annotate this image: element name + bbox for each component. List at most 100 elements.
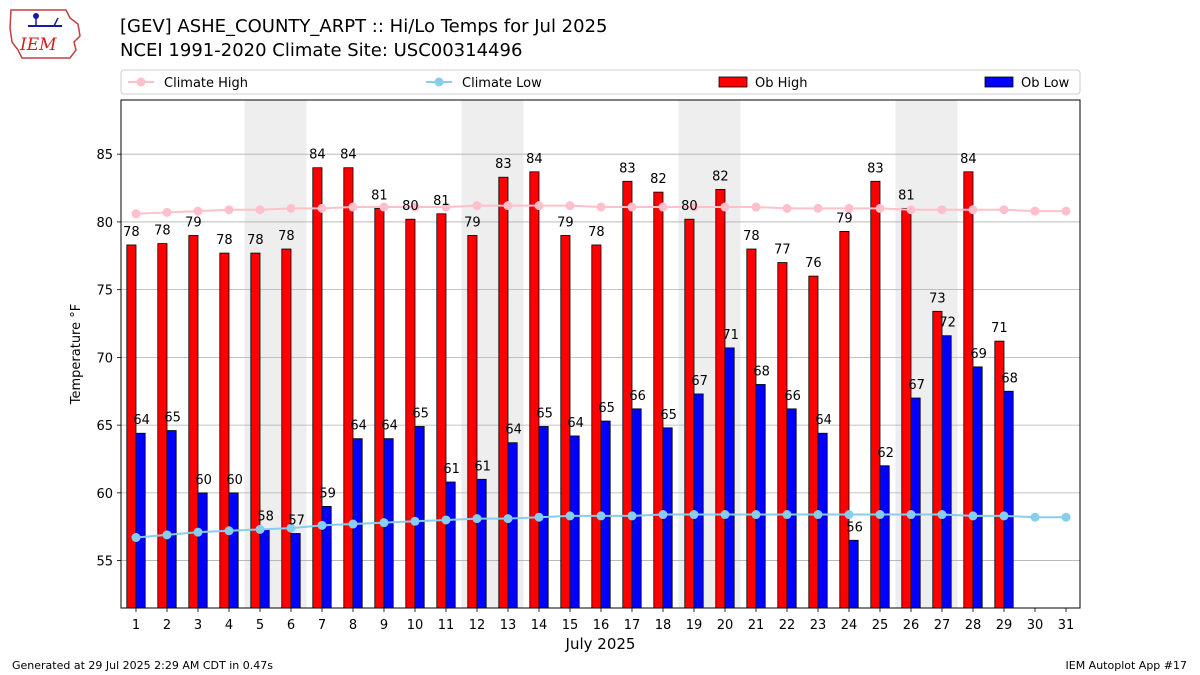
x-tick-label: 7 xyxy=(318,618,326,633)
app-credit: IEM Autoplot App #17 xyxy=(1065,659,1188,672)
ob-high-label: 81 xyxy=(371,188,388,203)
x-tick-label: 15 xyxy=(562,618,579,633)
ob-high-bar xyxy=(901,207,912,609)
climate-low-point xyxy=(255,524,265,534)
ob-low-bar xyxy=(507,442,518,609)
x-tick-label: 9 xyxy=(380,618,388,633)
y-tick-label: 70 xyxy=(96,351,113,366)
ob-low-bar xyxy=(786,408,797,609)
legend-label: Climate Low xyxy=(462,76,542,91)
ob-low-label: 62 xyxy=(877,446,894,461)
x-tick-label: 21 xyxy=(748,618,765,633)
ob-low-bar xyxy=(817,432,828,609)
ob-high-bar xyxy=(808,275,819,609)
climate-high-point xyxy=(844,203,854,213)
ob-low-label: 68 xyxy=(1001,371,1018,386)
chart-subtitle: NCEI 1991-2020 Climate Site: USC00314496 xyxy=(120,40,523,61)
ob-low-bar xyxy=(631,408,642,609)
x-tick-label: 3 xyxy=(194,618,202,633)
iem-logo: IEM xyxy=(8,6,84,66)
climate-low-point xyxy=(534,512,544,522)
ob-low-label: 64 xyxy=(350,419,367,434)
y-tick-label: 85 xyxy=(96,148,113,163)
ob-low-label: 65 xyxy=(536,406,553,421)
climate-high-point xyxy=(813,203,823,213)
ob-high-label: 83 xyxy=(867,161,884,176)
ob-high-label: 80 xyxy=(402,199,419,214)
x-tick-label: 19 xyxy=(686,618,703,633)
ob-high-label: 82 xyxy=(712,169,729,184)
x-tick-label: 17 xyxy=(624,618,641,633)
x-tick-label: 4 xyxy=(225,618,233,633)
climate-high-point xyxy=(534,201,544,211)
x-tick-label: 23 xyxy=(810,618,827,633)
ob-high-label: 84 xyxy=(309,148,326,163)
ob-low-bar xyxy=(197,492,208,609)
ob-high-label: 78 xyxy=(588,225,605,240)
ob-high-label: 73 xyxy=(929,291,946,306)
ob-low-label: 59 xyxy=(319,486,336,501)
climate-low-point xyxy=(348,519,358,529)
y-tick-label: 60 xyxy=(96,487,113,502)
ob-high-bar xyxy=(746,248,757,609)
ob-low-label: 64 xyxy=(567,416,584,431)
ob-high-label: 82 xyxy=(650,172,667,187)
svg-text:IEM: IEM xyxy=(19,35,57,55)
ob-high-label: 84 xyxy=(960,152,977,167)
climate-low-point xyxy=(565,511,575,521)
ob-low-label: 65 xyxy=(164,411,181,426)
ob-high-bar xyxy=(498,176,509,609)
x-axis-label: July 2025 xyxy=(565,635,636,653)
ob-low-label: 68 xyxy=(753,364,770,379)
ob-high-bar xyxy=(591,244,602,609)
y-tick-label: 55 xyxy=(96,555,113,570)
ob-high-label: 78 xyxy=(743,229,760,244)
climate-high-point xyxy=(968,205,978,215)
ob-high-bar xyxy=(312,167,323,609)
climate-low-point xyxy=(844,510,854,520)
x-tick-label: 16 xyxy=(593,618,610,633)
climate-low-point xyxy=(658,510,668,520)
climate-high-point xyxy=(689,202,699,212)
climate-high-point xyxy=(379,202,389,212)
ob-low-bar xyxy=(228,492,239,609)
legend-label: Ob High xyxy=(755,76,808,91)
ob-low-bar xyxy=(166,430,177,609)
chart-title: [GEV] ASHE_COUNTY_ARPT :: Hi/Lo Temps fo… xyxy=(120,16,608,37)
ob-low-bar xyxy=(445,481,456,609)
x-tick-label: 5 xyxy=(256,618,264,633)
ob-low-label: 65 xyxy=(660,408,677,423)
ob-high-bar xyxy=(374,207,385,609)
climate-high-point xyxy=(720,202,730,212)
ob-low-label: 67 xyxy=(908,378,925,393)
climate-low-point xyxy=(689,510,699,520)
climate-high-point xyxy=(317,203,327,213)
ob-low-label: 64 xyxy=(381,419,398,434)
climate-high-point xyxy=(658,202,668,212)
plot-frame xyxy=(120,99,1081,609)
y-tick-label: 65 xyxy=(96,419,113,434)
ob-high-label: 84 xyxy=(526,152,543,167)
ob-high-bar xyxy=(963,171,974,609)
x-tick-label: 31 xyxy=(1058,618,1075,633)
climate-high-point xyxy=(596,202,606,212)
ob-high-bar xyxy=(157,243,168,609)
x-tick-label: 1 xyxy=(132,618,140,633)
climate-low-point xyxy=(937,510,947,520)
x-tick-label: 25 xyxy=(872,618,889,633)
climate-low-point xyxy=(1030,512,1040,522)
ob-low-label: 58 xyxy=(257,509,274,524)
x-tick-label: 29 xyxy=(996,618,1013,633)
x-tick-label: 6 xyxy=(287,618,295,633)
ob-high-bar xyxy=(219,252,230,609)
ob-high-label: 78 xyxy=(278,229,295,244)
ob-high-label: 79 xyxy=(185,215,202,230)
ob-low-bar xyxy=(879,465,890,609)
legend-point-swatch xyxy=(434,77,444,87)
ob-low-bar xyxy=(755,384,766,609)
x-tick-label: 27 xyxy=(934,618,951,633)
x-tick-label: 11 xyxy=(438,618,455,633)
y-tick-label: 75 xyxy=(96,284,113,299)
climate-high-point xyxy=(131,209,141,219)
ob-high-label: 78 xyxy=(247,233,264,248)
